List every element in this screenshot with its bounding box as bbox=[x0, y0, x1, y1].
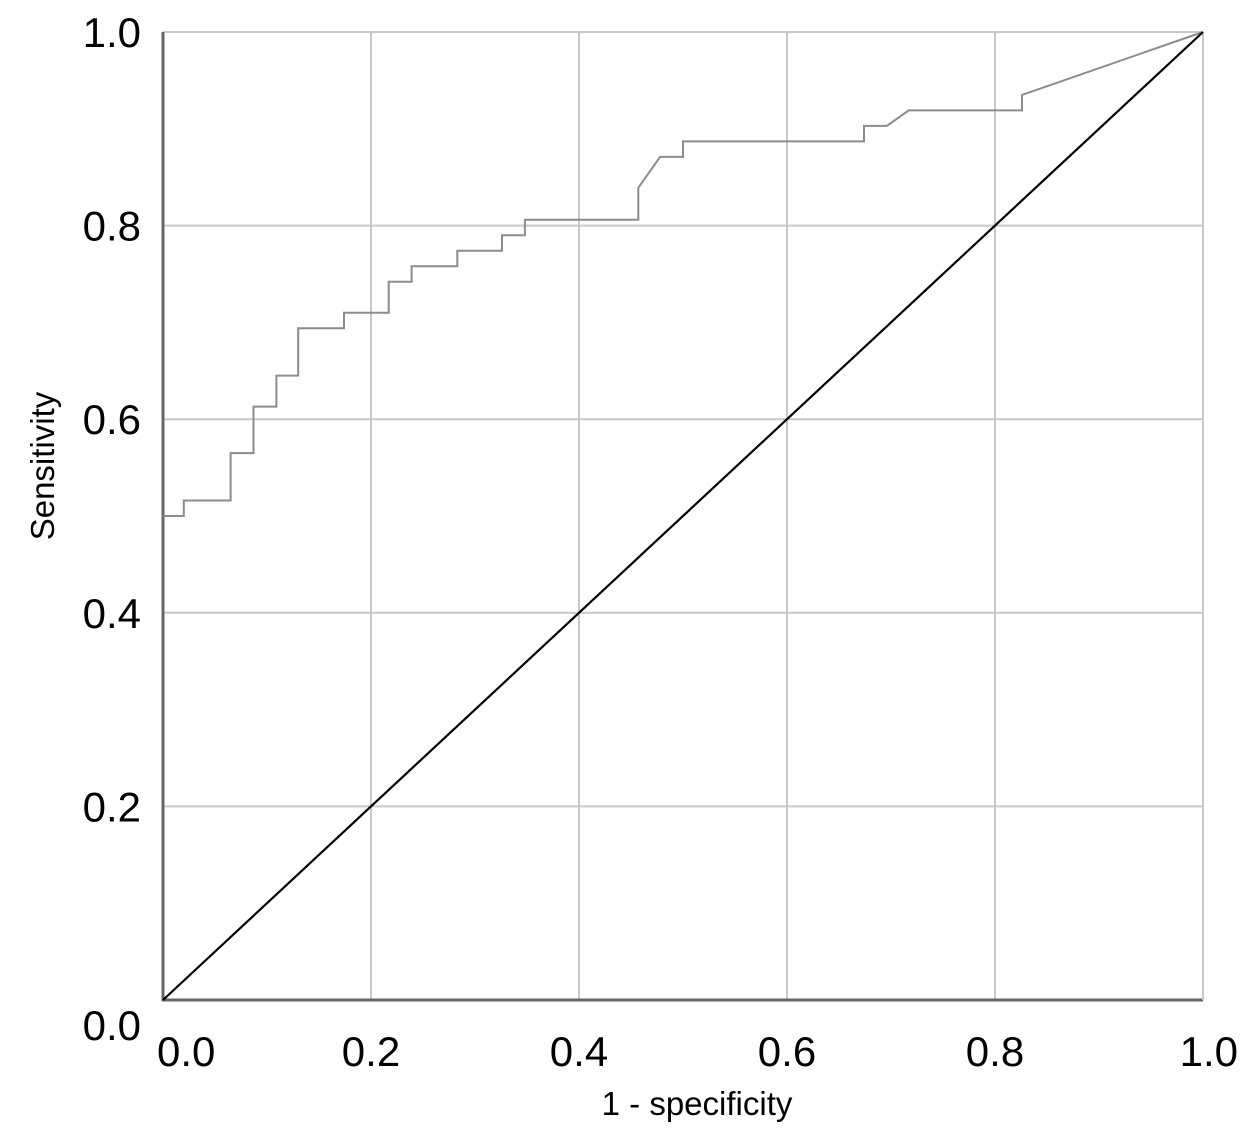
y-axis-title: Sensitivity bbox=[24, 391, 61, 540]
y-tick-label: 1.0 bbox=[83, 9, 141, 56]
reference-diagonal-line bbox=[162, 31, 1204, 1001]
x-tick-label: 0.0 bbox=[157, 1028, 215, 1075]
y-tick-label: 0.8 bbox=[83, 203, 141, 250]
x-tick-label: 1.0 bbox=[1180, 1028, 1238, 1075]
x-tick-label: 0.6 bbox=[758, 1028, 816, 1075]
x-axis-title: 1 - specificity bbox=[602, 1085, 793, 1122]
roc-curve-line bbox=[163, 31, 1204, 517]
y-tick-label: 0.6 bbox=[83, 396, 141, 443]
series-layer bbox=[162, 31, 1204, 1001]
x-tick-label: 0.4 bbox=[550, 1028, 608, 1075]
x-tick-label: 0.8 bbox=[966, 1028, 1024, 1075]
grid-lines bbox=[163, 31, 1203, 1000]
x-tick-label: 0.2 bbox=[342, 1028, 400, 1075]
y-tick-label: 0.4 bbox=[83, 590, 141, 637]
y-tick-label: 0.0 bbox=[83, 1002, 141, 1049]
x-tick-labels: 0.0 0.2 0.4 0.6 0.8 1.0 bbox=[157, 1028, 1238, 1075]
y-tick-label: 0.2 bbox=[83, 783, 141, 830]
y-tick-labels: 0.0 0.2 0.4 0.6 0.8 1.0 bbox=[83, 9, 141, 1049]
